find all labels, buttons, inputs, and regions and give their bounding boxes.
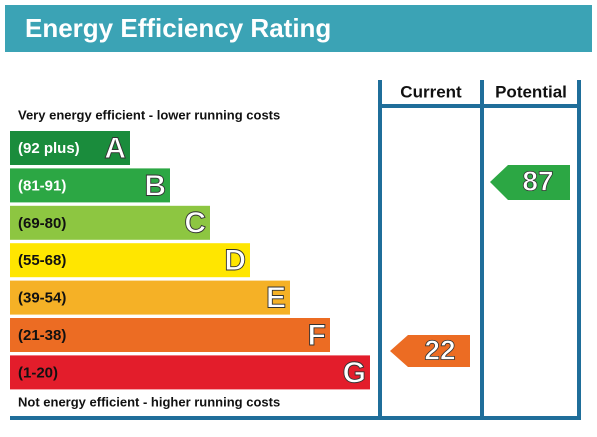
band-bar (10, 131, 130, 165)
band-bar (10, 280, 290, 315)
band-letter: D (224, 244, 246, 277)
band-letter: G (343, 356, 366, 389)
current-value: 22 (424, 334, 455, 365)
band-range: (81-91) (18, 177, 66, 194)
band-letter: A (104, 132, 126, 165)
current-arrow (390, 335, 470, 367)
bottom-note: Not energy efficient - higher running co… (18, 394, 280, 409)
column-header: Potential (495, 82, 567, 101)
band-range: (21-38) (18, 327, 66, 344)
band-bar (10, 243, 250, 278)
band-letter: B (144, 169, 166, 202)
band-bar (10, 205, 210, 240)
band-range: (69-80) (18, 215, 66, 232)
potential-value: 87 (522, 165, 553, 196)
band-range: (1-20) (18, 364, 58, 381)
band-range: (92 plus) (18, 140, 80, 157)
title: Energy Efficiency Rating (25, 13, 331, 43)
band-letter: E (266, 282, 286, 315)
band-range: (55-68) (18, 252, 66, 269)
header-bar (5, 5, 592, 52)
band-bar (10, 318, 330, 352)
potential-arrow (490, 165, 570, 200)
band-range: (39-54) (18, 290, 66, 307)
band-bar (10, 355, 370, 390)
band-letter: F (308, 319, 326, 352)
top-note: Very energy efficient - lower running co… (18, 107, 280, 122)
band-bar (10, 168, 170, 203)
band-letter: C (184, 207, 206, 240)
column-header: Current (400, 82, 462, 101)
